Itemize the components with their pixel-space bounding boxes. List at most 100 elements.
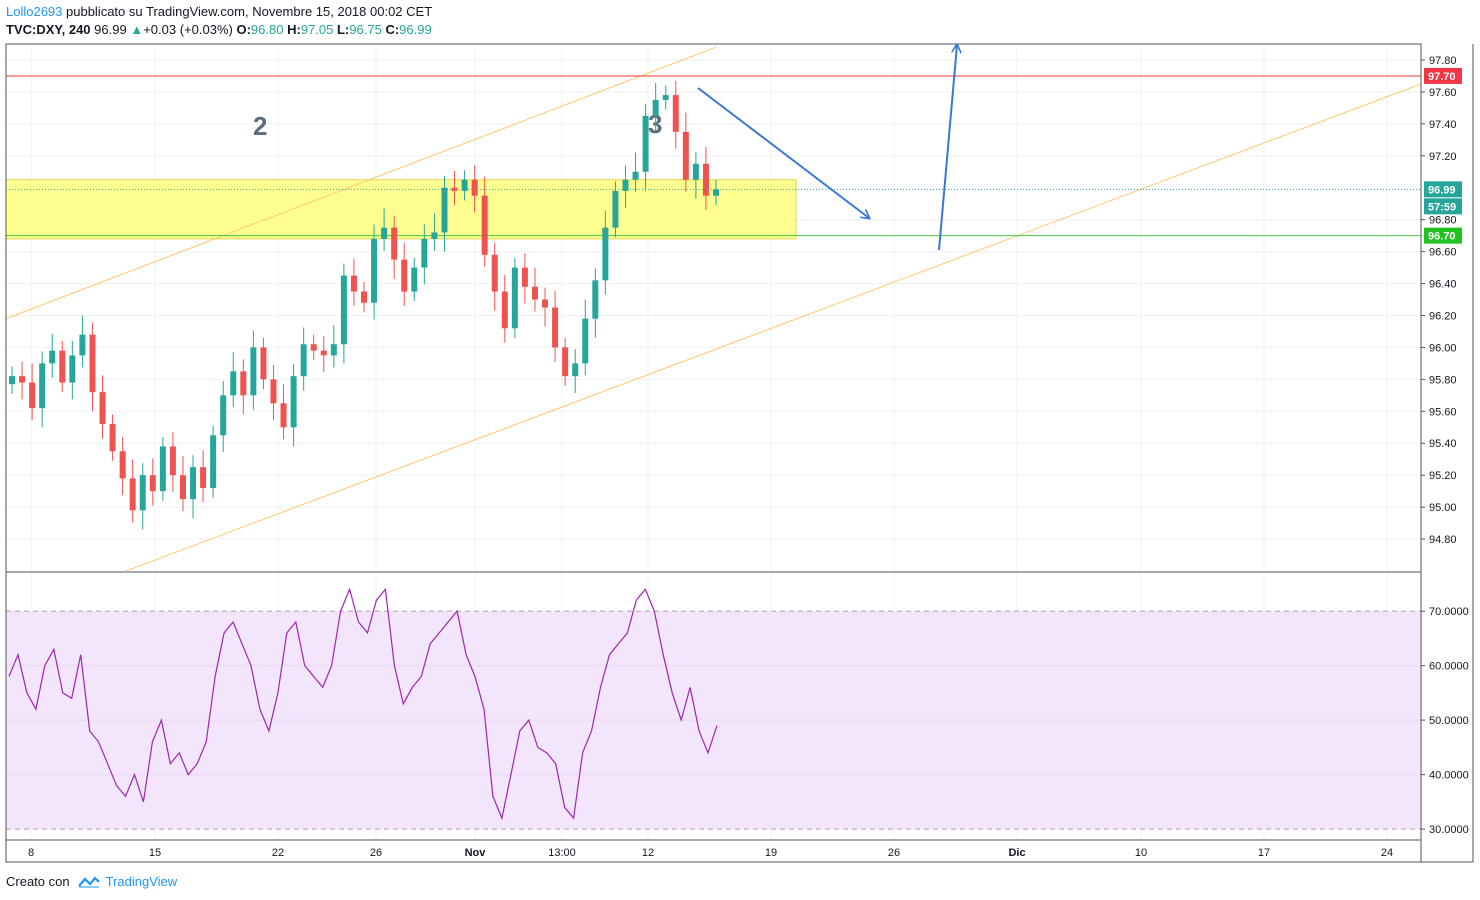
time-tick-label: 26 [370, 847, 382, 859]
candle-body [431, 232, 438, 239]
footer-created: Creato con [6, 874, 70, 889]
candle-body [652, 99, 659, 116]
price-badges: 97.70 96.99 57:59 96.70 [1424, 67, 1462, 244]
last-price: 96.99 [94, 22, 127, 37]
candle-body [511, 267, 518, 329]
footer-brand[interactable]: TradingView [105, 874, 178, 889]
wave-label-2: 2 [253, 111, 267, 141]
candle-body [602, 227, 609, 281]
candle-body [562, 347, 569, 377]
time-tick-label: 24 [1381, 847, 1393, 859]
candle-body [411, 267, 418, 292]
candle-body [632, 171, 639, 180]
publish-text: pubblicato su TradingView.com, Novembre … [62, 4, 433, 19]
candle-body [361, 291, 367, 303]
rsi-tick-label: 50.0000 [1429, 715, 1469, 727]
footer: Creato con TradingView [6, 874, 177, 889]
price-tick-label: 96.40 [1429, 279, 1457, 291]
candle-body [159, 446, 166, 492]
candle-body [441, 187, 448, 233]
candle-body [210, 435, 217, 488]
time-tick-label: 22 [272, 847, 284, 859]
countdown-badge: 57:59 [1428, 201, 1456, 213]
price-tick-label: 95.20 [1429, 470, 1457, 482]
candle-body [491, 254, 498, 292]
candle-body [713, 189, 719, 196]
candle-body [19, 376, 26, 383]
time-tick-label: 17 [1258, 847, 1270, 859]
candle-body [340, 275, 347, 345]
candle-body [702, 163, 709, 196]
candle-body [381, 227, 388, 239]
bearish-arrow [697, 87, 869, 218]
candle-body [451, 187, 458, 191]
price-tick-label: 97.20 [1429, 151, 1457, 163]
candle-body [662, 95, 669, 100]
price-tick-label: 96.80 [1429, 215, 1457, 227]
candle-body [552, 307, 559, 348]
last-price-badge: 96.99 [1428, 184, 1456, 196]
high-label: H: [287, 22, 301, 37]
price-tick-label: 95.40 [1429, 438, 1457, 450]
candle-body [179, 475, 186, 500]
candle-body [471, 179, 478, 196]
candle-body [39, 363, 46, 409]
time-tick-label: 10 [1135, 847, 1147, 859]
time-tick-label: 8 [28, 847, 34, 859]
publish-info: Lollo2693 pubblicato su TradingView.com,… [6, 4, 432, 19]
rsi-axis: 70.0000 60.0000 50.0000 40.0000 30.0000 [1421, 606, 1469, 836]
candle-body [310, 344, 317, 351]
candle-body [371, 238, 378, 303]
candle-body [401, 259, 408, 292]
rsi-tick-label: 60.0000 [1429, 661, 1469, 673]
rsi-pane [8, 587, 718, 821]
candle-body [9, 376, 15, 385]
candle-body [290, 376, 297, 428]
candle-body [672, 95, 679, 132]
author-link[interactable]: Lollo2693 [6, 4, 63, 19]
price-tick-label: 97.40 [1429, 119, 1457, 131]
candle-body [109, 424, 116, 452]
time-tick-label: 13:00 [548, 847, 576, 859]
candle-body [501, 291, 508, 329]
rsi-line [8, 587, 718, 821]
candle-body [59, 350, 66, 383]
price-change: +0.03 (+0.03%) [143, 22, 233, 37]
candle-body [190, 467, 197, 500]
candle-body [139, 475, 146, 511]
time-tick-label: 15 [149, 847, 161, 859]
low-value: 96.75 [349, 22, 382, 37]
time-tick-label: 26 [888, 847, 900, 859]
candle-body [300, 344, 307, 377]
rsi-tick-label: 30.0000 [1429, 824, 1469, 836]
candle-body [89, 334, 96, 393]
candle-body [461, 179, 468, 191]
open-label: O: [236, 22, 251, 37]
candle-body [260, 347, 267, 380]
candle-body [572, 363, 579, 377]
candle-body [542, 299, 549, 308]
candle-body [521, 267, 528, 287]
support-badge-bg [1424, 227, 1462, 244]
candle-body [149, 475, 156, 492]
candle-body [49, 350, 56, 364]
candle-body [320, 350, 327, 356]
time-tick-label: 12 [642, 847, 654, 859]
low-label: L: [336, 22, 350, 37]
last-price-badge-bg [1424, 181, 1462, 198]
close-value: 96.99 [399, 22, 432, 37]
candle-body [582, 318, 589, 364]
symbol-label: TVC:DXY, 240 [6, 22, 91, 37]
ohlc-legend: TVC:DXY, 240 96.99 ▲+0.03 (+0.03%) O:96.… [6, 22, 432, 37]
candle-body [200, 467, 207, 488]
candle-body [350, 275, 357, 292]
plot-border [5, 43, 1422, 863]
candles [9, 80, 719, 530]
open-value: 96.80 [250, 22, 284, 37]
tradingview-logo-icon [77, 875, 100, 887]
resistance-badge-bg [1424, 67, 1462, 84]
candle-body [129, 478, 136, 511]
countdown-badge-bg [1424, 198, 1462, 215]
time-tick-label: Nov [465, 847, 487, 859]
